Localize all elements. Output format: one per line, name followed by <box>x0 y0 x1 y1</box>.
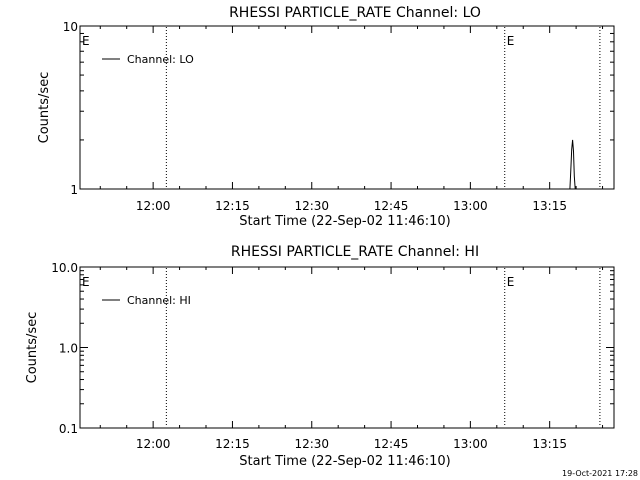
y-axis-label: Counts/sec <box>37 72 52 144</box>
chart-title: RHESSI PARTICLE_RATE Channel: LO <box>229 5 481 21</box>
x-axis-label: Start Time (22-Sep-02 11:46:10) <box>239 454 450 469</box>
y-tick-label: 10.0 <box>51 261 78 275</box>
y-tick-label: 10 <box>63 20 78 34</box>
x-tick-label: 12:00 <box>136 199 171 213</box>
legend-label: Channel: HI <box>127 294 191 307</box>
x-tick-label: 13:15 <box>532 437 567 451</box>
y-tick-label: 0.1 <box>59 422 78 436</box>
x-tick-label: 12:30 <box>294 437 329 451</box>
legend-label: Channel: LO <box>127 53 194 66</box>
x-axis-label: Start Time (22-Sep-02 11:46:10) <box>239 214 450 229</box>
panel-channel-hi: RHESSI PARTICLE_RATE Channel: HI 12:00 12:… <box>25 244 614 469</box>
event-marker-label: E <box>82 275 90 289</box>
x-tick-label: 13:00 <box>453 437 488 451</box>
x-tick-label: 12:45 <box>374 199 409 213</box>
plot-frame <box>80 267 614 428</box>
event-marker-label: E <box>507 34 515 48</box>
plot-frame <box>80 26 614 189</box>
panel-channel-lo: RHESSI PARTICLE_RATE Channel: LO 12:00 12:… <box>37 5 614 229</box>
generation-timestamp: 19-Oct-2021 17:28 <box>562 469 638 478</box>
x-tick-label: 12:00 <box>136 437 171 451</box>
x-tick-label: 13:00 <box>453 199 488 213</box>
series-line <box>570 140 575 189</box>
y-tick-label: 1 <box>70 183 78 197</box>
x-tick-label: 13:15 <box>532 199 567 213</box>
event-marker-label: E <box>82 34 90 48</box>
event-marker-label: E <box>507 275 515 289</box>
x-tick-label: 12:15 <box>215 199 250 213</box>
x-tick-label: 12:45 <box>374 437 409 451</box>
x-tick-label: 12:15 <box>215 437 250 451</box>
x-tick-label: 12:30 <box>294 199 329 213</box>
y-tick-label: 1.0 <box>59 342 78 356</box>
chart-title: RHESSI PARTICLE_RATE Channel: HI <box>231 244 479 260</box>
y-axis-label: Counts/sec <box>25 312 40 384</box>
